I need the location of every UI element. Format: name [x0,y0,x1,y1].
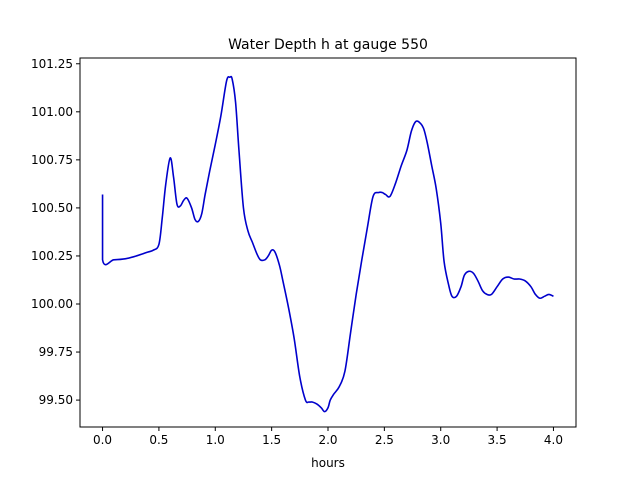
y-tick-label: 101.00 [31,105,73,119]
x-tick-label: 1.5 [262,433,281,447]
chart-title: Water Depth h at gauge 550 [228,37,428,53]
x-tick-label: 3.0 [431,433,450,447]
x-tick-label: 2.5 [375,433,394,447]
y-tick-label: 99.50 [39,393,73,407]
x-tick-label: 3.5 [488,433,507,447]
x-tick-label: 4.0 [544,433,563,447]
y-tick-label: 101.25 [31,57,73,71]
y-tick-label: 100.50 [31,201,73,215]
series-line-0 [101,75,554,413]
y-tick-label: 100.00 [31,297,73,311]
x-tick-label: 1.0 [206,433,225,447]
plot-frame [79,57,577,428]
x-axis-ticks: 0.0 0.5 1.0 1.5 2.0 2.5 3.0 3.5 4.0 [93,427,563,447]
y-tick-label: 100.75 [31,153,73,167]
series-group [101,75,554,413]
y-tick-label: 100.25 [31,249,73,263]
x-axis-label: hours [311,456,345,470]
y-tick-label: 99.75 [39,345,73,359]
x-tick-label: 2.0 [318,433,337,447]
y-axis-ticks: 99.50 99.75 100.00 100.25 100.50 100.75 101.00… [31,57,80,407]
x-tick-label: 0.0 [93,433,112,447]
x-tick-label: 0.5 [149,433,168,447]
